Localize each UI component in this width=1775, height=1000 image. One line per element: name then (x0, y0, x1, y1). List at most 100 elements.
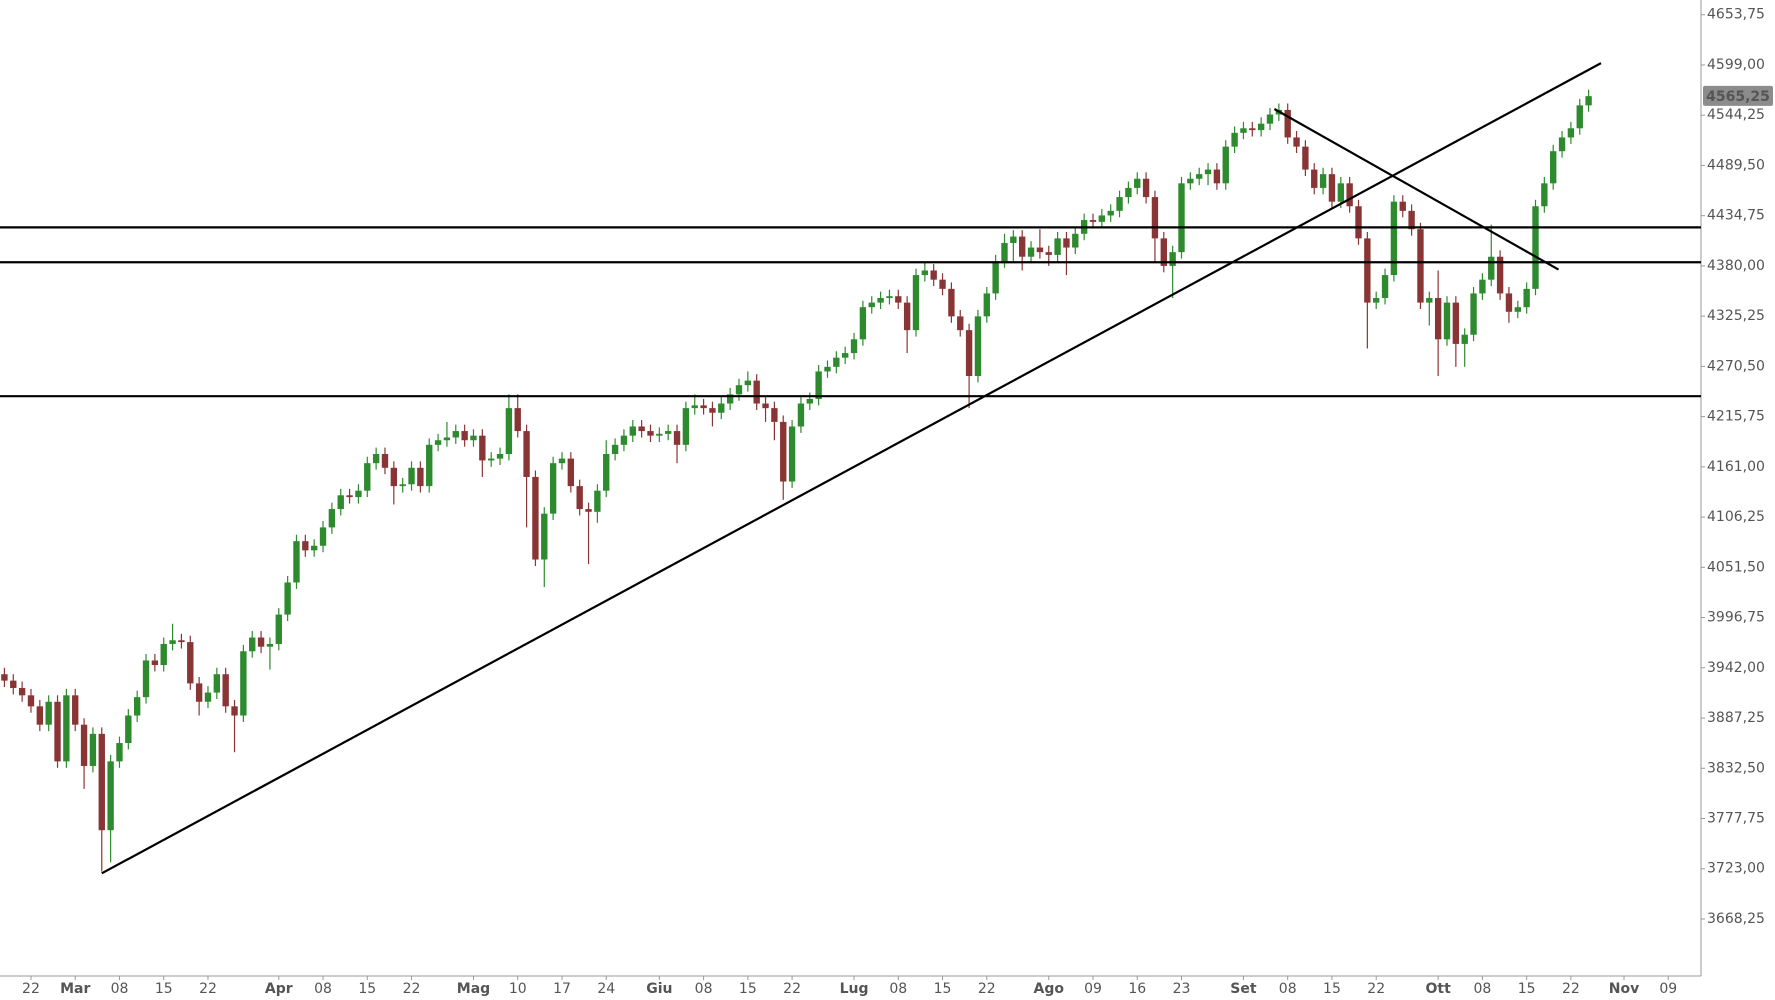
candle-body (1461, 334, 1468, 344)
candle-body (629, 426, 636, 436)
x-tick-label: 15 (1518, 981, 1536, 997)
y-tick-label: 4270,50 (1707, 358, 1765, 374)
candle-body (151, 660, 159, 666)
candle-body (1, 674, 8, 681)
candle-body (1514, 307, 1521, 312)
y-tick-label: 3832,50 (1707, 760, 1765, 776)
candle-body (187, 642, 194, 684)
x-tick-label: Mag (457, 981, 490, 997)
candle-body (1302, 146, 1309, 170)
candle-body (1558, 137, 1566, 152)
y-tick-label: 4161,00 (1707, 459, 1765, 475)
candle-body (1142, 178, 1150, 198)
candle-body (673, 431, 681, 445)
candle-body (771, 408, 778, 422)
candle-body (381, 454, 389, 468)
candle-body (824, 366, 831, 372)
x-tick-label: 23 (1173, 981, 1191, 997)
x-tick-label: 08 (889, 981, 907, 997)
candle-body (700, 405, 707, 409)
y-tick-label: 4489,50 (1707, 157, 1765, 173)
candle-body (399, 484, 406, 487)
y-tick-label: 3668,25 (1707, 911, 1765, 927)
candle-body (1355, 206, 1362, 239)
candle-body (735, 385, 743, 395)
candle-body (523, 431, 530, 477)
x-tick-label: 08 (314, 981, 332, 997)
candle-body (496, 454, 504, 459)
candle-body (753, 380, 760, 404)
candle-body (1134, 178, 1141, 188)
candle-body (1373, 298, 1380, 303)
candle-body (390, 467, 398, 487)
candle-body (1541, 183, 1548, 207)
candle-body (611, 444, 619, 455)
candle-body (886, 296, 893, 299)
candle-body (1001, 242, 1008, 262)
x-tick-label: 09 (1084, 981, 1102, 997)
candle-body (364, 463, 371, 491)
candle-body (1337, 183, 1344, 202)
candle-body (1576, 105, 1583, 129)
candle-body (417, 467, 424, 487)
x-tick-label: 15 (155, 981, 173, 997)
candle-body (895, 296, 902, 303)
candle-body (1151, 197, 1159, 239)
y-tick-label: 4544,25 (1707, 107, 1765, 123)
candle-body (1089, 220, 1097, 222)
candle-body (514, 408, 521, 432)
x-tick-label: Ago (1034, 981, 1065, 997)
candle-body (10, 680, 17, 688)
candle-body (939, 279, 946, 289)
candle-body (45, 701, 52, 725)
candle-body (1479, 279, 1486, 294)
candle-body (72, 695, 79, 725)
candle-body (1222, 146, 1229, 184)
candle-body (1249, 128, 1256, 131)
candle-body (558, 458, 566, 464)
candle-body (1160, 238, 1167, 266)
candle-body (257, 637, 265, 647)
candle-body (355, 490, 362, 498)
candle-body (1240, 128, 1247, 133)
y-tick-label: 3942,00 (1707, 660, 1765, 676)
candle-body (18, 687, 26, 696)
candle-body (1010, 236, 1017, 243)
candle-body (585, 509, 592, 512)
candle-body (479, 435, 486, 461)
candle-body (63, 695, 70, 762)
candle-body (691, 405, 698, 409)
candle-body (1125, 187, 1132, 198)
candle-body (1346, 183, 1353, 207)
candle-body (249, 637, 256, 652)
x-tick-label: 10 (509, 981, 527, 997)
candle-body (833, 357, 840, 367)
candle-body (682, 408, 690, 445)
candle-body (1452, 302, 1460, 344)
candle-body (1311, 169, 1318, 188)
candle-body (877, 298, 884, 303)
candle-body (903, 302, 911, 331)
candle-body (125, 715, 132, 744)
candle-body (850, 339, 858, 354)
candle-body (1523, 288, 1530, 308)
candle-body (576, 486, 583, 510)
candle-body (426, 444, 433, 487)
candle-body (1178, 183, 1185, 253)
candle-body (1585, 96, 1592, 106)
candle-body (1196, 174, 1203, 179)
y-tick-label: 3723,00 (1707, 861, 1765, 877)
x-tick-label: 17 (553, 981, 571, 997)
candle-body (1072, 233, 1079, 248)
candle-body (1257, 123, 1265, 131)
candle-body (1054, 238, 1061, 255)
candle-body (788, 426, 796, 482)
candle-body (709, 408, 716, 413)
trend-line (101, 62, 1602, 875)
y-tick-label: 3887,25 (1707, 710, 1765, 726)
y-tick-label: 4599,00 (1707, 57, 1765, 73)
candle-body (718, 403, 725, 413)
x-tick-label: 22 (783, 981, 801, 997)
